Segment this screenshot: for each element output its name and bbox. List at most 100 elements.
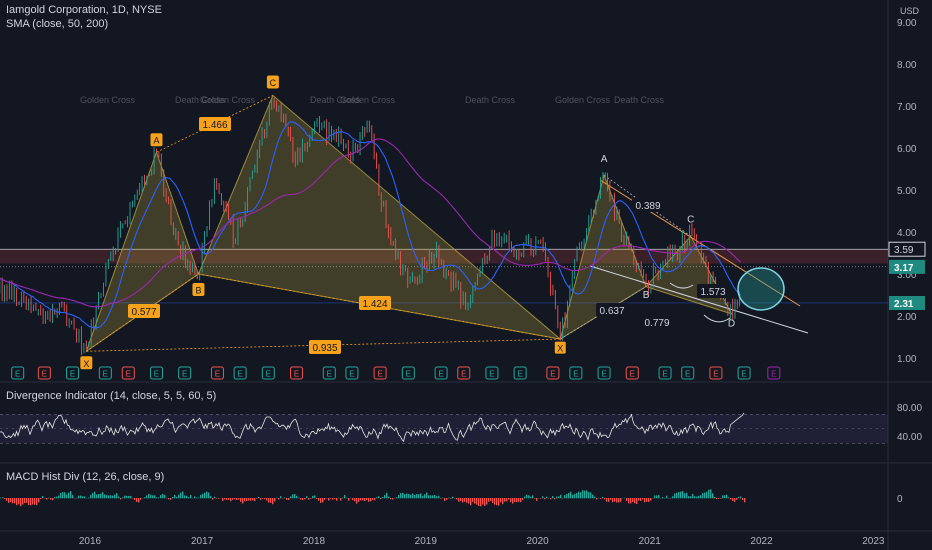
earnings-marker [546, 366, 560, 380]
macd-bar [738, 496, 740, 499]
macd-bar [194, 496, 196, 499]
macd-bar [540, 498, 542, 499]
macd-bar [158, 497, 160, 499]
macd-bar [56, 496, 58, 499]
macd-bar [436, 496, 438, 499]
earnings-marker [37, 366, 51, 380]
pattern-point-label: B [195, 286, 201, 296]
macd-bar [536, 498, 538, 501]
ratio-badge [632, 198, 664, 212]
macd-bar [426, 492, 428, 499]
macd-bar [304, 498, 306, 500]
macd-bar [144, 497, 146, 499]
macd-bar [464, 498, 466, 502]
macd-bar [408, 494, 410, 499]
earnings-label: E [70, 370, 75, 379]
earnings-label: E [489, 370, 494, 379]
macd-bar [262, 498, 264, 499]
ratio-label: 1.466 [202, 120, 227, 131]
sma-legend: SMA (close, 50, 200) [6, 18, 109, 30]
macd-bar [276, 497, 278, 499]
macd-bar [412, 493, 414, 499]
price-badge [888, 241, 926, 257]
macd-bar [678, 492, 680, 499]
macd-bar [556, 496, 558, 499]
macd-bar [22, 498, 24, 505]
macd-bar [374, 498, 376, 501]
ratio-label: 1.573 [700, 287, 725, 298]
macd-bar [156, 497, 158, 499]
macd-bar [120, 498, 122, 500]
macd-bar [468, 498, 470, 504]
macd-bar [32, 498, 34, 505]
macd-bar [114, 494, 116, 499]
macd-bar [714, 496, 716, 499]
macd-bar [18, 498, 20, 505]
macd-bar [166, 497, 168, 499]
macd-bar [740, 496, 742, 499]
macd-bar [636, 498, 638, 505]
macd-bar [118, 496, 120, 499]
earnings-label: E [126, 370, 131, 379]
macd-bar [550, 498, 552, 500]
macd-bar [150, 494, 152, 499]
macd-bar [112, 495, 114, 499]
macd-bar [490, 498, 492, 502]
macd-bar [558, 496, 560, 499]
ratio-badge [199, 117, 231, 131]
macd-bar [190, 495, 192, 499]
macd-bar [128, 495, 130, 499]
macd-bar [318, 498, 320, 501]
macd-bar [270, 498, 272, 503]
macd-bar [152, 495, 154, 499]
macd-bar [572, 494, 574, 499]
macd-bar [268, 498, 270, 503]
macd-bar [236, 498, 238, 500]
macd-bar [618, 498, 620, 503]
earnings-label: E [685, 370, 690, 379]
earnings-marker [401, 366, 415, 380]
macd-bar [88, 497, 90, 499]
macd-bar [168, 498, 170, 500]
earnings-label: E [349, 370, 354, 379]
price-badge [889, 295, 925, 310]
macd-bar [450, 498, 452, 499]
macd-bar [646, 498, 648, 502]
macd-bar [290, 496, 292, 499]
macd-bar [58, 495, 60, 499]
target-zone-ellipse [737, 267, 785, 311]
macd-bar [614, 498, 616, 502]
macd-bar [592, 494, 594, 499]
macd-bar [400, 493, 402, 499]
macd-bar [594, 496, 596, 499]
macd-bar [532, 495, 534, 499]
price-tick-label: 4.00 [897, 228, 917, 239]
macd-bar [482, 498, 484, 505]
macd-bar [250, 498, 252, 501]
macd-bar [510, 498, 512, 503]
earnings-label: E [327, 370, 332, 379]
macd-bar [560, 494, 562, 499]
macd-bar [424, 494, 426, 499]
earnings-label: E [713, 370, 718, 379]
macd-bar [458, 498, 460, 502]
price-tick-label: 1.00 [897, 354, 917, 365]
macd-bar [16, 498, 18, 506]
macd-bar [316, 498, 318, 499]
macd-bar [42, 496, 44, 499]
earnings-marker [210, 366, 224, 380]
macd-bar [108, 495, 110, 499]
macd-bar [692, 493, 694, 499]
macd-bar [570, 491, 572, 499]
macd-bar [302, 498, 304, 501]
macd-bar [588, 491, 590, 499]
macd-bar [134, 498, 136, 501]
macd-bar [24, 498, 26, 504]
earnings-marker [485, 366, 499, 380]
macd-bar [274, 498, 276, 502]
macd-bar [210, 496, 212, 499]
macd-bar [474, 498, 476, 504]
macd-bar [76, 497, 78, 499]
macd-bar [214, 496, 216, 499]
